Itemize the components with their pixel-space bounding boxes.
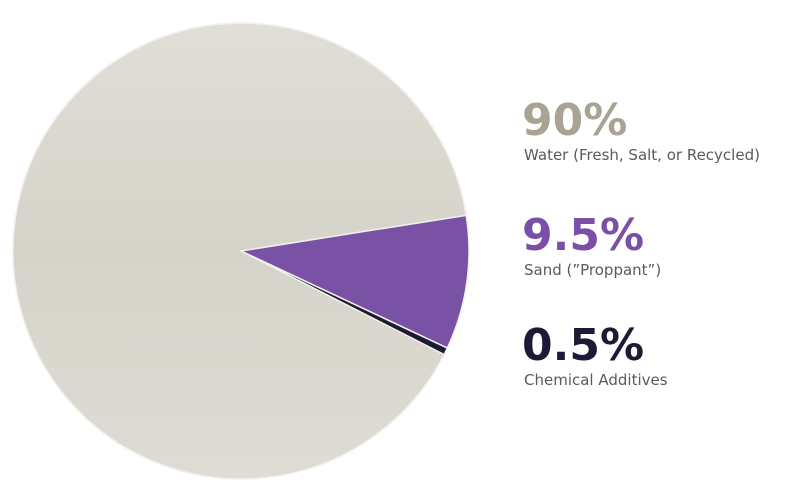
value-label: 0.5% — [522, 320, 644, 371]
legend-label: Chemical Additives — [524, 371, 668, 389]
pie-slice — [240, 250, 449, 356]
pie — [12, 22, 470, 480]
value-label: 90% — [522, 95, 627, 146]
legend: 90%Water (Fresh, Salt, or Recycled) 9.5%S… — [522, 95, 760, 389]
legend-label: Water (Fresh, Salt, or Recycled) — [524, 146, 760, 164]
legend-label: Sand (”Proppant”) — [524, 261, 661, 279]
pie-slice — [238, 214, 470, 350]
value-label: 9.5% — [522, 210, 644, 261]
